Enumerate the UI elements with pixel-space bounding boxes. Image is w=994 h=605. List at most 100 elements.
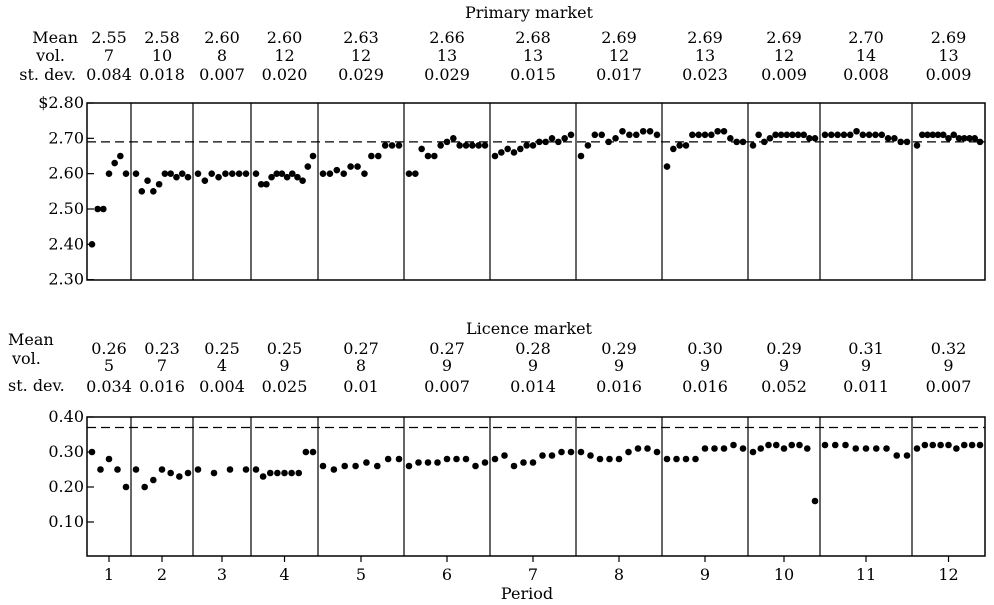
licence-price-point <box>539 452 546 459</box>
primary-price-point <box>924 131 931 139</box>
licence-period-mean: 0.25 <box>267 339 303 358</box>
licence-price-point <box>281 469 288 477</box>
licence-period-mean: 0.23 <box>144 339 180 358</box>
primary-price-point <box>88 241 96 248</box>
primary-plot-frame <box>86 102 986 281</box>
primary-market-panel: Primary market Mean vol. st. dev. 2.5570… <box>19 3 986 289</box>
primary-period-vol: 12 <box>274 46 294 65</box>
primary-period-mean: 2.69 <box>931 28 967 47</box>
primary-price-point <box>94 205 101 213</box>
licence-price-point <box>132 466 140 473</box>
primary-price-point <box>903 138 911 146</box>
licence-y-tick-label: 0.10 <box>48 512 84 531</box>
licence-price-point <box>352 462 359 470</box>
primary-price-point <box>720 127 728 135</box>
primary-price-point <box>632 131 640 139</box>
primary-price-point <box>222 170 229 177</box>
licence-period-sd: 0.011 <box>843 377 889 396</box>
primary-period-vol: 13 <box>437 46 457 65</box>
primary-period-vol: 13 <box>695 46 715 65</box>
licence-price-point <box>558 448 565 456</box>
primary-price-point <box>689 131 696 139</box>
licence-price-point <box>945 441 952 449</box>
licence-period-vol: 9 <box>700 356 710 375</box>
licence-price-point <box>960 441 968 449</box>
licence-period-sd: 0.025 <box>262 377 308 396</box>
licence-price-point <box>176 473 183 480</box>
primary-price-point <box>504 145 511 153</box>
licence-price-point <box>97 466 104 473</box>
licence-price-point <box>711 445 718 452</box>
primary-price-point <box>111 159 118 167</box>
licence-price-point <box>363 459 370 466</box>
licence-price-point <box>596 455 604 463</box>
licence-price-point <box>913 445 921 452</box>
primary-price-point <box>840 131 848 139</box>
primary-period-sd: 0.018 <box>139 65 185 84</box>
primary-period-sd: 0.017 <box>596 65 642 84</box>
primary-price-point <box>100 205 107 213</box>
primary-price-point <box>739 138 747 146</box>
licence-price-point <box>653 448 661 456</box>
licence-price-point <box>692 455 699 463</box>
licence-price-point <box>259 473 267 480</box>
primary-price-point <box>682 142 690 149</box>
primary-y-tick-label: $2.80 <box>38 93 84 112</box>
primary-price-point <box>340 170 348 177</box>
primary-price-point <box>462 142 470 149</box>
period-label: 7 <box>528 565 538 584</box>
licence-price-point <box>288 469 295 477</box>
primary-price-point <box>361 170 368 177</box>
licence-price-point <box>373 462 381 470</box>
licence-price-point <box>266 469 274 477</box>
licence-price-point <box>242 466 250 473</box>
primary-period-sd: 0.029 <box>338 65 384 84</box>
primary-price-point <box>167 170 174 177</box>
licence-price-point <box>953 445 960 452</box>
licence-period-sd: 0.007 <box>926 377 972 396</box>
primary-price-point <box>626 131 633 139</box>
primary-period-sd: 0.008 <box>843 65 889 84</box>
period-label: 3 <box>217 565 227 584</box>
licence-price-point <box>788 441 796 449</box>
licence-price-point <box>210 469 218 477</box>
licence-price-point <box>765 441 772 449</box>
period-label: 4 <box>279 565 289 584</box>
primary-period-mean: 2.66 <box>429 28 465 47</box>
primary-price-point <box>294 173 301 181</box>
licence-period-vol: 9 <box>279 356 289 375</box>
licence-price-point <box>453 455 460 463</box>
licence-price-point <box>158 466 166 473</box>
primary-period-sd: 0.020 <box>262 65 308 84</box>
primary-price-point <box>304 163 312 170</box>
primary-period-mean: 2.69 <box>687 28 723 47</box>
licence-period-sd: 0.007 <box>424 377 470 396</box>
primary-period-vol: 7 <box>104 46 114 65</box>
primary-price-point <box>273 170 281 177</box>
licence-period-vol: 9 <box>861 356 871 375</box>
primary-price-point <box>215 173 222 181</box>
primary-price-point <box>405 170 413 177</box>
primary-period-sd: 0.023 <box>682 65 728 84</box>
primary-price-point <box>456 142 463 149</box>
licence-price-point <box>434 459 441 466</box>
primary-price-point <box>971 135 979 142</box>
licence-period-mean: 0.25 <box>204 339 240 358</box>
licence-price-point <box>730 441 737 449</box>
primary-price-point <box>714 127 721 135</box>
primary-period-vol: 8 <box>217 46 227 65</box>
primary-price-point <box>242 170 250 177</box>
primary-price-point <box>663 163 671 170</box>
primary-price-point <box>727 135 734 142</box>
primary-price-point <box>475 142 482 149</box>
primary-mean-row-label: Mean <box>32 28 78 47</box>
primary-price-point <box>945 135 952 142</box>
primary-price-point <box>161 170 169 177</box>
licence-price-point <box>481 459 489 466</box>
primary-price-point <box>412 170 419 177</box>
licence-price-point <box>780 445 788 452</box>
licence-price-point <box>872 445 880 452</box>
licence-price-point <box>184 469 192 477</box>
licence-plot-frame <box>86 416 986 557</box>
primary-price-point <box>299 177 306 185</box>
